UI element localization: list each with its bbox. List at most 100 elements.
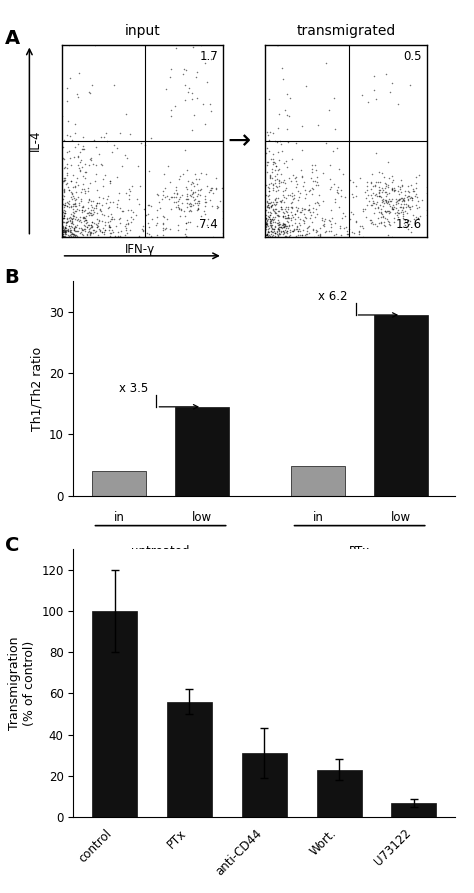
Point [358,219,365,233]
Point [278,220,285,234]
Point [267,215,274,230]
Point [388,182,396,196]
Point [291,188,298,202]
Point [385,217,393,231]
Point [280,217,287,231]
Point [86,221,93,236]
Point [385,180,392,195]
Point [289,168,297,182]
Point [266,212,273,226]
Point [262,220,270,234]
Point [85,85,93,99]
Point [266,213,274,228]
Point [69,227,76,241]
Point [311,210,319,224]
Point [79,200,87,214]
Point [193,91,201,105]
Point [263,228,271,242]
Point [78,221,85,236]
Point [197,166,204,180]
Point [66,200,73,214]
Point [72,175,80,189]
Point [375,216,383,230]
Point [275,220,283,234]
Point [72,220,79,234]
Point [145,227,153,241]
Point [262,179,270,193]
Point [184,85,191,99]
Point [271,220,279,234]
Point [135,197,142,212]
Point [67,216,75,230]
Point [388,202,396,216]
Point [129,212,137,226]
Point [342,220,350,234]
Point [205,185,212,199]
Point [60,229,67,243]
Point [380,170,388,184]
Point [79,177,87,191]
Point [292,136,300,150]
Point [80,181,87,196]
Point [173,187,181,201]
Point [375,183,383,197]
Point [102,196,109,210]
Point [60,209,68,223]
Point [302,227,310,241]
Point [193,196,201,210]
Point [409,184,417,198]
Point [361,202,369,216]
Point [268,221,275,236]
Point [173,187,181,201]
Point [265,224,273,238]
Point [327,216,334,230]
Point [67,158,75,172]
Point [271,206,278,221]
Point [203,75,211,89]
Point [307,208,315,222]
Point [288,213,295,227]
Point [167,190,174,204]
Point [384,228,392,242]
Point [367,188,375,202]
Point [264,204,272,219]
Point [95,213,103,227]
Point [390,200,398,214]
Point [189,197,197,212]
Point [288,207,295,221]
Point [78,203,86,217]
Point [398,178,406,192]
Point [63,218,70,232]
Point [83,228,91,242]
Point [341,209,348,223]
Point [376,183,384,197]
Point [64,166,71,180]
Point [268,218,275,232]
Point [315,198,323,213]
Point [123,222,130,237]
Point [219,180,226,195]
Point [118,204,126,218]
Point [73,185,80,199]
Point [301,228,309,242]
Point [72,204,80,219]
Point [406,213,414,228]
Point [66,214,74,229]
Point [81,213,89,228]
Point [134,158,142,172]
Point [66,213,73,228]
Point [68,214,75,229]
Point [280,205,287,220]
Point [394,209,401,223]
Point [73,171,81,185]
Point [100,227,108,241]
Point [375,165,383,179]
Point [168,190,175,204]
Bar [392,803,437,817]
Point [336,221,343,235]
Point [374,201,382,215]
Point [389,169,396,183]
Point [370,179,377,194]
Point [400,197,408,212]
Point [78,223,86,238]
